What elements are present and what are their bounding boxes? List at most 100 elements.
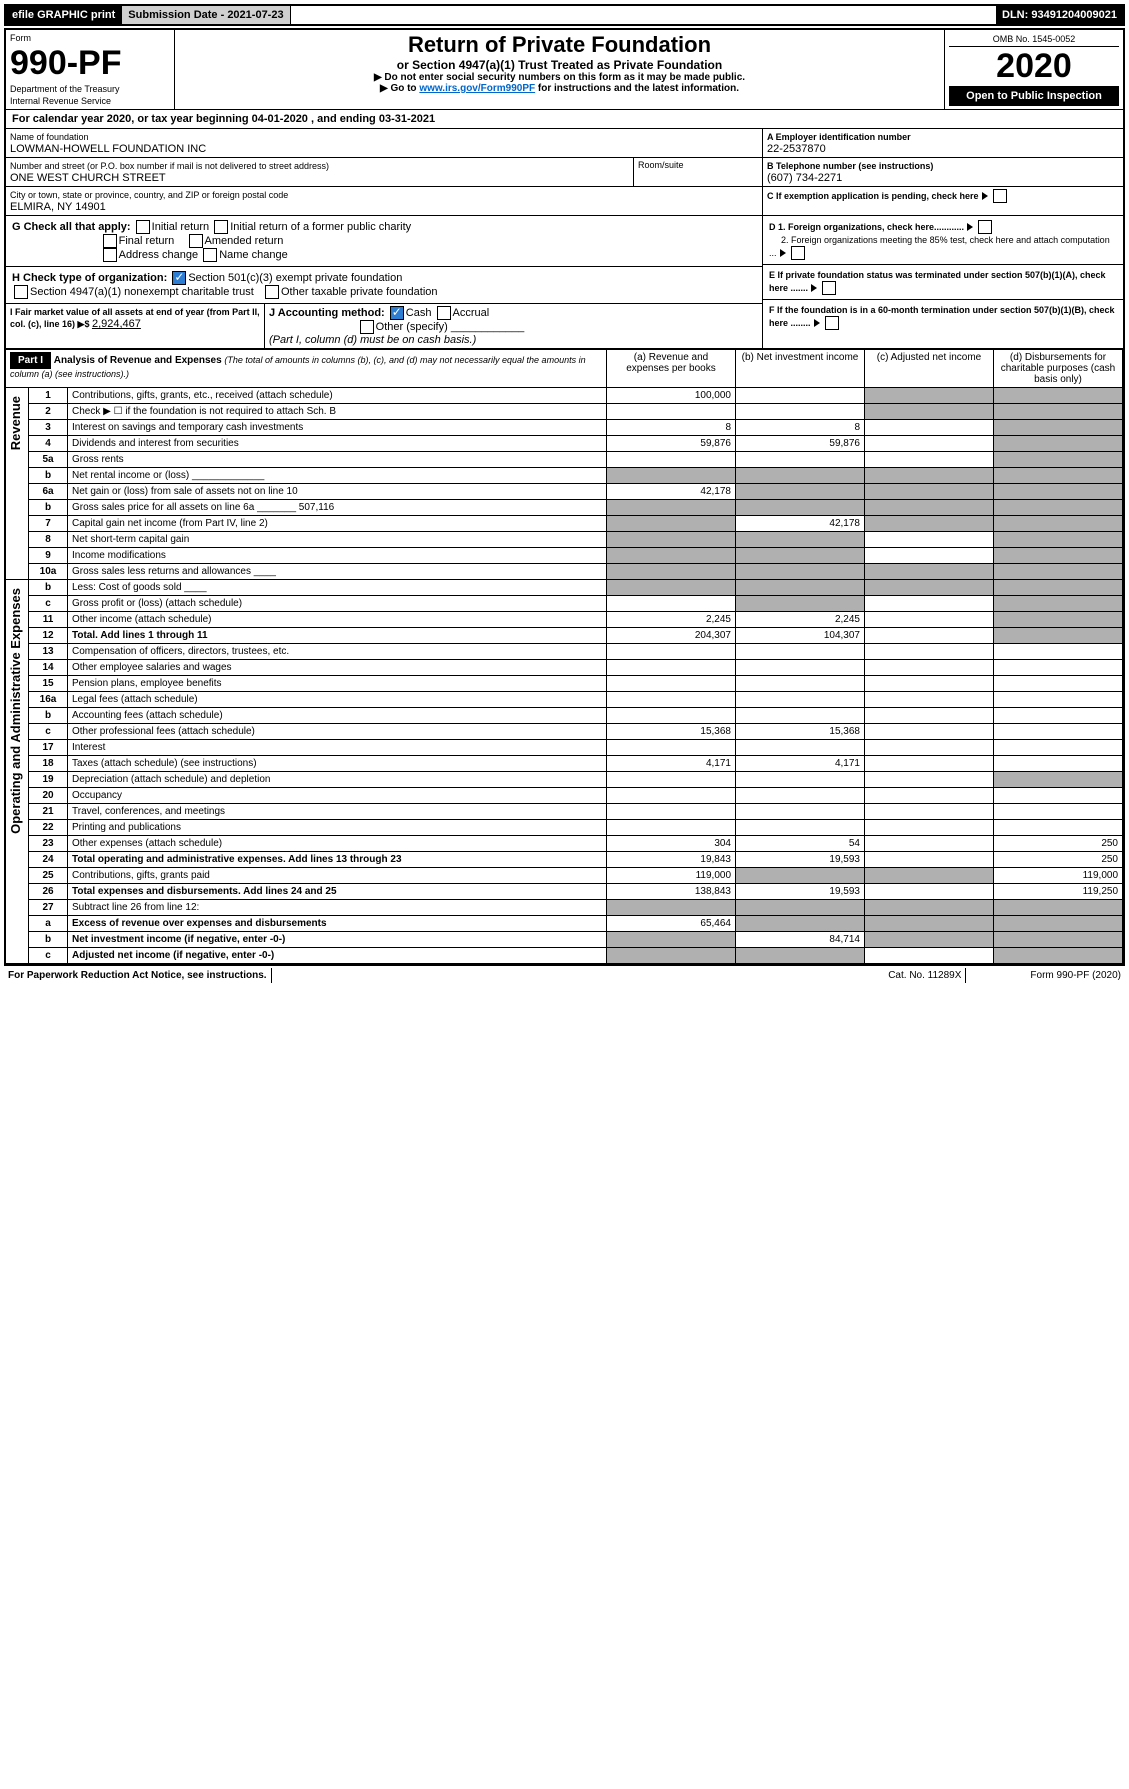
foundation-name: LOWMAN-HOWELL FOUNDATION INC — [10, 143, 206, 155]
line-desc: Dividends and interest from securities — [68, 436, 607, 452]
501c3-cb[interactable] — [172, 271, 186, 285]
amended-cb[interactable] — [189, 234, 203, 248]
cell-a — [607, 404, 736, 420]
cell-b — [736, 404, 865, 420]
cell-b: 84,714 — [736, 932, 865, 948]
line-number: 2 — [29, 404, 68, 420]
d2-label: 2. Foreign organizations meeting the 85%… — [769, 235, 1110, 258]
cell-d — [994, 916, 1123, 932]
d1-cb[interactable] — [978, 220, 992, 234]
cell-a — [607, 468, 736, 484]
cell-b — [736, 708, 865, 724]
cell-b: 54 — [736, 836, 865, 852]
table-row: bNet investment income (if negative, ent… — [6, 932, 1123, 948]
table-row: 17Interest — [6, 740, 1123, 756]
cell-c — [865, 788, 994, 804]
initial-return-cb[interactable] — [136, 220, 150, 234]
initial-public-cb[interactable] — [214, 220, 228, 234]
table-row: bAccounting fees (attach schedule) — [6, 708, 1123, 724]
line-number: b — [29, 500, 68, 516]
form-body: Form 990-PF Department of the Treasury I… — [4, 28, 1125, 966]
line-number: b — [29, 580, 68, 596]
h-label: H Check type of organization: — [12, 272, 167, 284]
cell-a — [607, 452, 736, 468]
fmv: 2,924,467 — [92, 318, 141, 330]
table-row: 21Travel, conferences, and meetings — [6, 804, 1123, 820]
other-method-cb[interactable] — [360, 320, 374, 334]
cell-c — [865, 404, 994, 420]
accrual-cb[interactable] — [437, 306, 451, 320]
e-cb[interactable] — [822, 281, 836, 295]
irs: Internal Revenue Service — [10, 96, 111, 106]
cell-d — [994, 628, 1123, 644]
table-row: cAdjusted net income (if negative, enter… — [6, 948, 1123, 964]
c-checkbox[interactable] — [993, 189, 1007, 203]
cell-c — [865, 724, 994, 740]
footer: For Paperwork Reduction Act Notice, see … — [4, 966, 1125, 985]
address-change-cb[interactable] — [103, 248, 117, 262]
g-amended: Amended return — [205, 235, 284, 247]
cell-d — [994, 484, 1123, 500]
c-label: C If exemption application is pending, c… — [767, 191, 979, 201]
cell-a: 8 — [607, 420, 736, 436]
line-desc: Adjusted net income (if negative, enter … — [68, 948, 607, 964]
4947-cb[interactable] — [14, 285, 28, 299]
cell-c — [865, 900, 994, 916]
table-row: 25Contributions, gifts, grants paid119,0… — [6, 868, 1123, 884]
form-url[interactable]: www.irs.gov/Form990PF — [419, 83, 535, 94]
line-number: 16a — [29, 692, 68, 708]
line-desc: Income modifications — [68, 548, 607, 564]
col-a: (a) Revenue and expenses per books — [607, 350, 736, 388]
line-desc: Contributions, gifts, grants paid — [68, 868, 607, 884]
e-label: E If private foundation status was termi… — [769, 270, 1106, 293]
part1-title: Analysis of Revenue and Expenses — [54, 355, 222, 366]
final-return-cb[interactable] — [103, 234, 117, 248]
name-change-cb[interactable] — [203, 248, 217, 262]
line-desc: Interest on savings and temporary cash i… — [68, 420, 607, 436]
line-desc: Depreciation (attach schedule) and deple… — [68, 772, 607, 788]
f-cb[interactable] — [825, 316, 839, 330]
cell-b — [736, 532, 865, 548]
cell-c — [865, 644, 994, 660]
cell-a: 15,368 — [607, 724, 736, 740]
line-desc: Gross rents — [68, 452, 607, 468]
cell-d — [994, 756, 1123, 772]
cell-b — [736, 820, 865, 836]
line-desc: Net short-term capital gain — [68, 532, 607, 548]
cash-cb[interactable] — [390, 306, 404, 320]
table-row: 3Interest on savings and temporary cash … — [6, 420, 1123, 436]
j-other: Other (specify) — [376, 321, 448, 333]
line-number: 3 — [29, 420, 68, 436]
top-bar: efile GRAPHIC print Submission Date - 20… — [4, 4, 1125, 26]
cell-b: 42,178 — [736, 516, 865, 532]
line-number: 21 — [29, 804, 68, 820]
efile-label: efile GRAPHIC print — [6, 6, 122, 24]
g-final: Final return — [119, 235, 175, 247]
cell-c — [865, 820, 994, 836]
cell-a — [607, 692, 736, 708]
table-row: 9Income modifications — [6, 548, 1123, 564]
cell-a: 42,178 — [607, 484, 736, 500]
cell-d — [994, 404, 1123, 420]
line-number: 26 — [29, 884, 68, 900]
table-row: 4Dividends and interest from securities5… — [6, 436, 1123, 452]
part1-badge: Part I — [10, 352, 51, 369]
cell-c — [865, 932, 994, 948]
cell-d: 119,000 — [994, 868, 1123, 884]
cell-d — [994, 948, 1123, 964]
cell-b — [736, 452, 865, 468]
city: ELMIRA, NY 14901 — [10, 201, 106, 213]
cell-a: 4,171 — [607, 756, 736, 772]
line-number: 4 — [29, 436, 68, 452]
line-desc: Total operating and administrative expen… — [68, 852, 607, 868]
cell-d — [994, 820, 1123, 836]
omb: OMB No. 1545-0052 — [949, 32, 1119, 47]
line-desc: Gross sales less returns and allowances … — [68, 564, 607, 580]
other-taxable-cb[interactable] — [265, 285, 279, 299]
cell-a — [607, 820, 736, 836]
cell-c — [865, 660, 994, 676]
cell-d — [994, 420, 1123, 436]
cell-d — [994, 772, 1123, 788]
d2-cb[interactable] — [791, 246, 805, 260]
cell-c — [865, 420, 994, 436]
